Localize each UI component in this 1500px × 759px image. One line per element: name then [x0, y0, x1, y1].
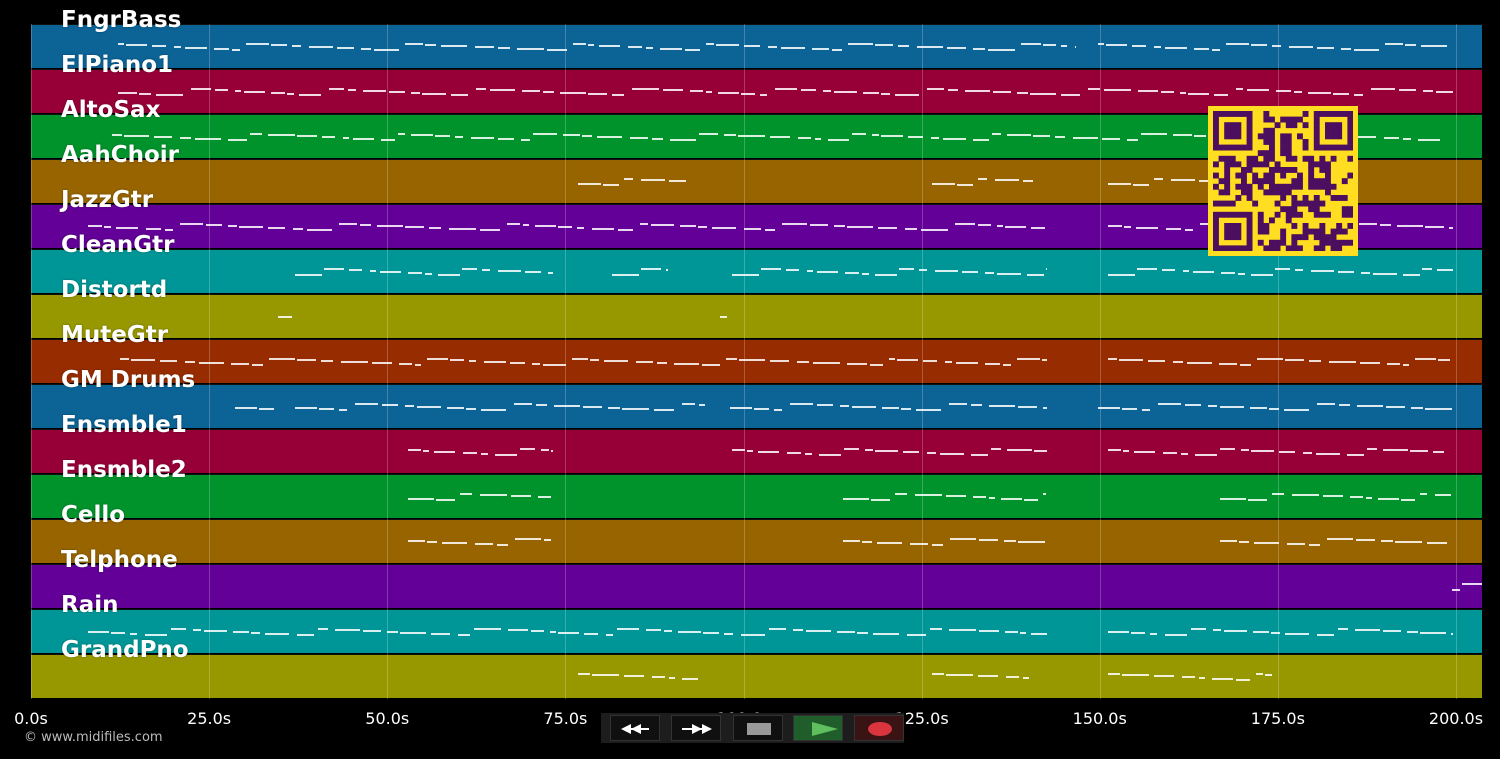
- tick-label: 150.0s: [1072, 709, 1127, 728]
- grid-line: [1099, 24, 1101, 699]
- grid-line: [743, 24, 745, 699]
- copyright-text: © www.midifiles.com: [24, 730, 163, 745]
- tick-label: 175.0s: [1250, 709, 1305, 728]
- rewind-button[interactable]: [610, 715, 660, 741]
- track-label: ElPiano1: [61, 52, 174, 78]
- record-button[interactable]: [854, 715, 904, 741]
- track-lane: [31, 519, 1482, 563]
- track-label: GM Drums: [61, 367, 196, 393]
- track-lane: [31, 339, 1482, 383]
- tick-label: 25.0s: [187, 709, 232, 728]
- tick-label: 0.0s: [14, 709, 48, 728]
- tick-label: 200.0s: [1428, 709, 1484, 728]
- track-label: AahChoir: [61, 142, 179, 168]
- grid-line: [1456, 24, 1457, 699]
- track-label: AltoSax: [61, 97, 161, 123]
- qr-code[interactable]: [1208, 106, 1358, 256]
- tick-label: 125.0s: [894, 709, 949, 728]
- track-label: JazzGtr: [61, 187, 154, 213]
- track-lane: [31, 474, 1482, 518]
- qr-code-pattern: [1213, 111, 1353, 251]
- grid-line: [921, 24, 923, 699]
- track-label: Telphone: [61, 547, 178, 573]
- track-label: FngrBass: [61, 7, 182, 33]
- track-lane: [31, 384, 1482, 428]
- track-lane: [31, 429, 1482, 473]
- tick-label: 75.0s: [543, 709, 588, 728]
- track-lane: [31, 69, 1482, 113]
- grid-line: [209, 24, 211, 699]
- track-label: CleanGtr: [61, 232, 175, 258]
- track-label: MuteGtr: [61, 322, 169, 348]
- grid-line: [31, 24, 32, 699]
- track-lanes: FngrBass ElPiano1 AltoSax AahChoir JazzGtr Cl…: [31, 7, 1482, 699]
- grid-line: [565, 24, 567, 699]
- track-lane: [31, 249, 1482, 293]
- grid-line: [387, 24, 389, 699]
- transport-bar: [601, 713, 904, 743]
- track-label: Ensmble1: [61, 412, 187, 438]
- track-lane: [31, 564, 1482, 608]
- track-lane: [31, 654, 1482, 698]
- track-label: Ensmble2: [61, 457, 187, 483]
- track-label: Rain: [61, 592, 119, 618]
- track-lane: [31, 24, 1482, 68]
- track-lane: [31, 294, 1482, 338]
- fast-forward-button[interactable]: [671, 715, 721, 741]
- tick-label: 50.0s: [365, 709, 410, 728]
- track-lane: [31, 609, 1482, 653]
- track-label: Distortd: [61, 277, 168, 303]
- grid-line: [1277, 24, 1279, 699]
- track-label: Cello: [61, 502, 126, 528]
- track-label: GrandPno: [61, 637, 189, 663]
- play-button[interactable]: [793, 715, 843, 741]
- stop-button[interactable]: [733, 715, 783, 741]
